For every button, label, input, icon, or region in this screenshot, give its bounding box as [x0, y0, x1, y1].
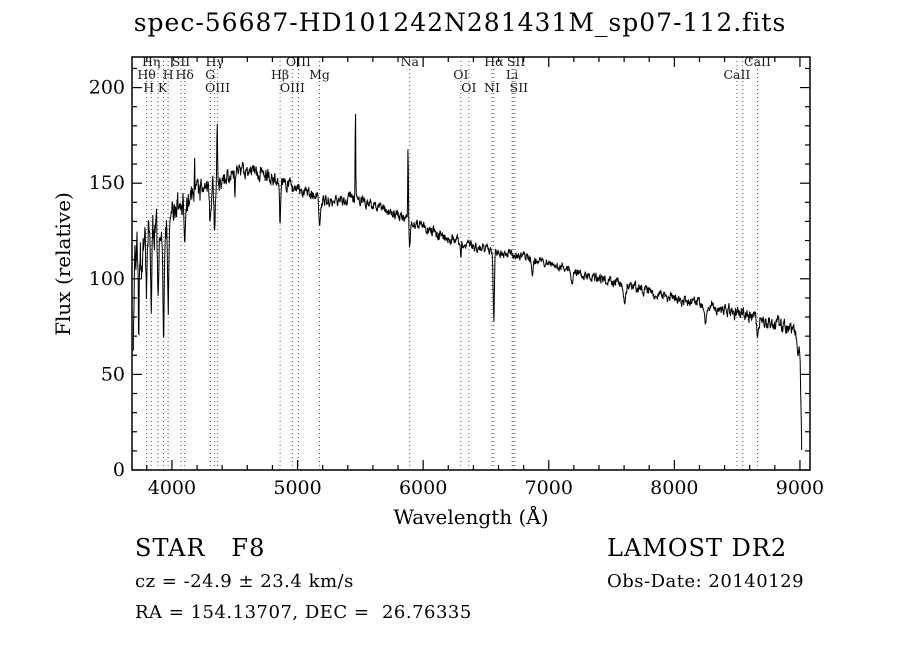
x-tick-label: 4000 — [148, 477, 196, 499]
plot-frame — [131, 56, 811, 471]
x-tick-label: 9000 — [776, 477, 824, 499]
spectral-line-label: OIII — [205, 80, 230, 95]
spectrum-trace — [132, 113, 803, 451]
y-tick-label: 0 — [113, 459, 125, 481]
survey-label: LAMOST DR2 — [607, 534, 788, 562]
spectral-line-label: H — [163, 67, 174, 82]
cz-value: cz = -24.9 ± 23.4 km/s — [135, 571, 354, 592]
spectral-line-label: Hθ — [137, 67, 155, 82]
spectral-line-label: Mg — [309, 67, 330, 82]
spectral-line-label: H — [143, 80, 154, 95]
spectral-line-label: CaII — [723, 67, 750, 82]
spectral-line-label: SII — [510, 80, 529, 95]
x-axis-label: Wavelength (Å) — [393, 505, 549, 529]
y-tick-label: 100 — [89, 268, 125, 290]
spectral-line-label: OI — [453, 67, 468, 82]
y-tick-label: 50 — [101, 363, 125, 385]
obs-date: Obs-Date: 20140129 — [607, 571, 805, 592]
y-tick-label: 200 — [89, 77, 125, 99]
spectral-line-label: Li — [506, 67, 518, 82]
x-tick-label: 5000 — [273, 477, 321, 499]
spectral-line-label: G — [205, 67, 215, 82]
spectral-line-label: Hδ — [176, 67, 194, 82]
object-class-label: STAR F8 — [135, 534, 266, 562]
y-tick-label: 150 — [89, 172, 125, 194]
x-tick-label: 7000 — [525, 477, 573, 499]
x-tick-label: 8000 — [650, 477, 698, 499]
coordinates: RA = 154.13707, DEC = 26.76335 — [135, 602, 472, 623]
spectral-line-label: OI — [461, 80, 476, 95]
plot-title: spec-56687-HD101242N281431M_sp07-112.fit… — [133, 8, 787, 37]
spectral-line-label: K — [158, 80, 168, 95]
x-tick-label: 6000 — [399, 477, 447, 499]
spectral-line-label: NI — [484, 80, 500, 95]
spectral-line-label: Hβ — [271, 67, 289, 82]
spectral-line-label: OIII — [280, 80, 305, 95]
